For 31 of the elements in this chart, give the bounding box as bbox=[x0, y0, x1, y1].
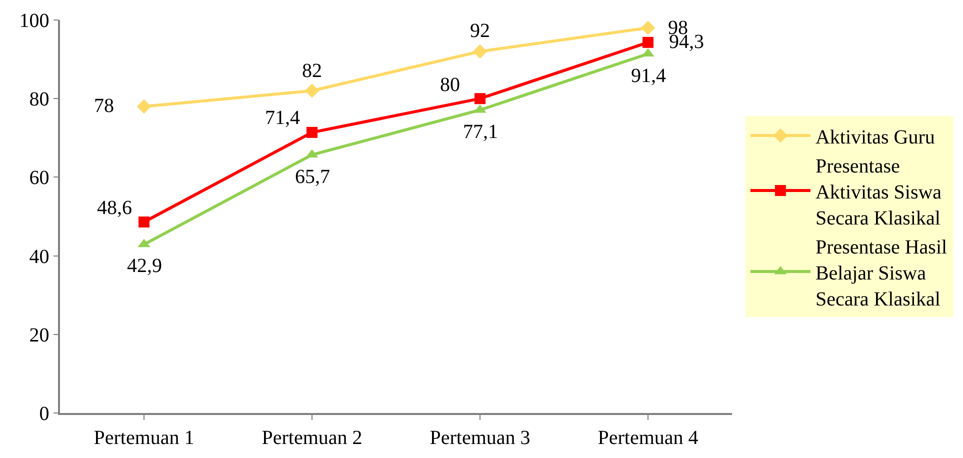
legend-label: Presentase Aktivitas Siswa Secara Klasikal bbox=[815, 155, 942, 230]
x-tick-label: Pertemuan 1 bbox=[94, 426, 194, 449]
x-tick-label: Pertemuan 2 bbox=[262, 426, 362, 449]
y-tick-label: 60 bbox=[29, 167, 50, 190]
data-label: 92 bbox=[470, 20, 490, 42]
data-label: 77,1 bbox=[463, 121, 498, 143]
point bbox=[136, 99, 152, 114]
point bbox=[138, 216, 150, 228]
data-label: 78 bbox=[94, 95, 114, 117]
data-label: 71,4 bbox=[265, 107, 300, 129]
point bbox=[640, 20, 656, 36]
legend-label: Presentase Hasil Belajar Siswa Secara Klasikal bbox=[815, 236, 948, 310]
point bbox=[306, 126, 318, 138]
data-label: 80 bbox=[440, 74, 460, 96]
y-tick-label: 100 bbox=[19, 10, 50, 32]
data-label: 42,9 bbox=[127, 255, 162, 277]
point bbox=[304, 84, 320, 98]
y-tick-label: 20 bbox=[29, 324, 50, 346]
data-label: 48,6 bbox=[97, 197, 132, 219]
data-label: 91,4 bbox=[631, 65, 666, 87]
y-tick-label: 40 bbox=[29, 246, 50, 268]
data-label: 65,7 bbox=[295, 166, 330, 188]
y-tick-label: 80 bbox=[29, 88, 50, 111]
y-tick-label: 0 bbox=[39, 403, 50, 425]
x-tick-label: Pertemuan 4 bbox=[598, 426, 698, 449]
data-label: 82 bbox=[302, 60, 322, 82]
point bbox=[642, 36, 654, 48]
point bbox=[474, 93, 486, 104]
legend-label: Aktivitas Guru bbox=[815, 126, 935, 148]
x-tick-label: Pertemuan 3 bbox=[430, 426, 530, 449]
point bbox=[472, 44, 488, 59]
